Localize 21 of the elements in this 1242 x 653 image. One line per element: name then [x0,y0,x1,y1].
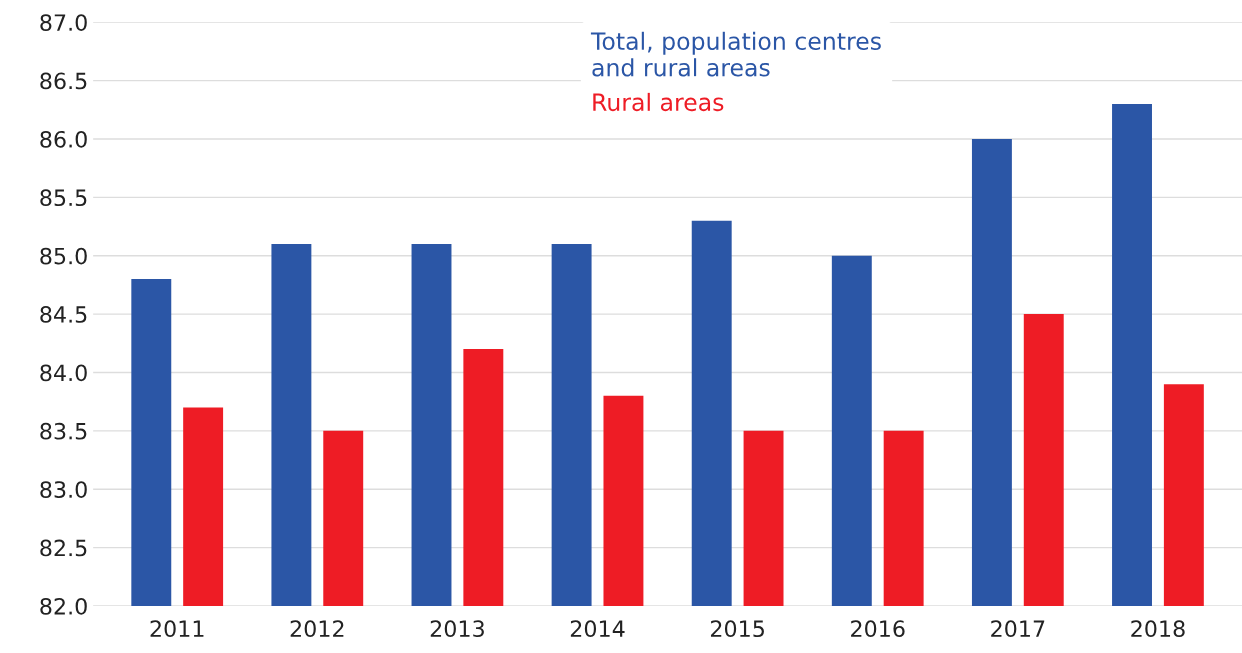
y-tick-label: 85.0 [40,247,87,265]
x-tick-label: 2016 [851,620,905,638]
y-tick-label: 82.5 [40,539,87,557]
x-tick-label: 2014 [570,620,625,638]
x-tick-label: 2017 [991,620,1045,638]
y-tick-label: 82.0 [40,597,87,615]
x-tick-label: 2013 [430,620,484,638]
y-tick-label: 83.5 [40,422,87,440]
y-tick-label: 86.0 [40,130,87,148]
y-tick-label: 83.0 [40,481,87,498]
x-tick-label: 2015 [710,620,764,638]
x-tick-label: 2012 [290,620,344,638]
y-tick-label: 84.0 [40,364,87,382]
y-tick-label: 84.5 [40,306,87,323]
y-tick-label: 86.5 [40,72,87,90]
text: Rural areas [593,92,724,112]
x-tick-label: 2018 [1131,620,1185,638]
y-tick-label: 85.5 [40,189,87,207]
y-tick-label: 87.0 [40,14,87,31]
text: Total, population centres and rural areas [590,31,881,77]
x-tick-label: 2011 [150,620,204,638]
